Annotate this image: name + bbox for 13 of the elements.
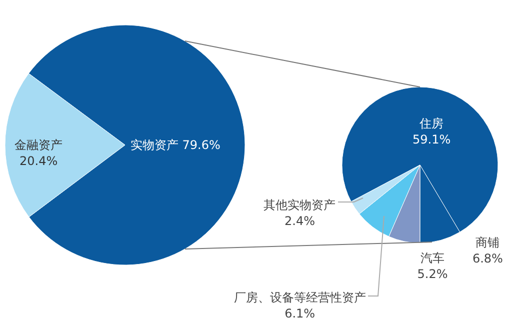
slice-label: 实物资产 79.6% — [130, 138, 220, 152]
slice-label: 住房 — [418, 116, 444, 131]
data-label: 6.8% — [472, 252, 503, 266]
data-label: 20.4% — [20, 154, 58, 168]
slice-label: 金融资产 — [14, 138, 63, 152]
slice-label: 厂房、设备等经营性资产 — [234, 290, 366, 305]
slice-label: 商铺 — [476, 236, 500, 250]
slice-label: 汽车 — [420, 251, 445, 266]
data-label: 2.4% — [284, 214, 315, 228]
slice-label: 其他实物资产 — [264, 198, 336, 212]
data-label: 59.1% — [412, 132, 451, 147]
data-label: 6.1% — [284, 306, 316, 321]
data-label: 5.2% — [417, 267, 448, 282]
